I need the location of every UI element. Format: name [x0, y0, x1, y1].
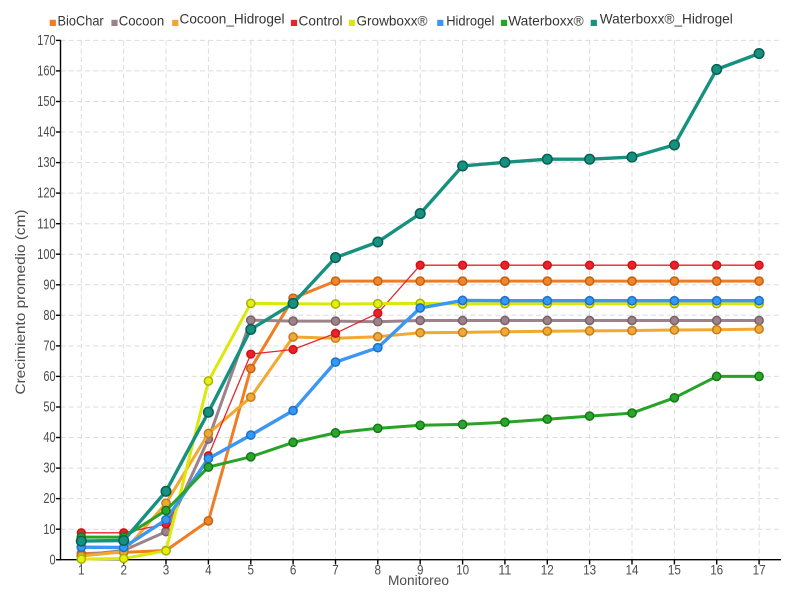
svg-text:15: 15	[668, 562, 681, 578]
svg-text:6: 6	[290, 562, 297, 578]
svg-text:2: 2	[120, 562, 127, 578]
svg-text:1: 1	[78, 562, 85, 578]
svg-text:Cocoon: Cocoon	[119, 13, 165, 28]
svg-text:170: 170	[37, 32, 55, 49]
svg-text:150: 150	[37, 93, 55, 110]
svg-text:BioChar: BioChar	[58, 13, 105, 28]
svg-text:Control: Control	[299, 13, 343, 28]
svg-text:14: 14	[626, 562, 639, 578]
svg-text:Waterboxx®: Waterboxx®	[508, 13, 584, 28]
svg-text:16: 16	[710, 562, 723, 578]
svg-text:40: 40	[43, 429, 55, 446]
svg-text:120: 120	[37, 185, 55, 202]
svg-text:20: 20	[43, 490, 55, 507]
svg-text:Waterboxx®_Hidrogel: Waterboxx®_Hidrogel	[600, 11, 733, 26]
svg-text:90: 90	[43, 276, 55, 293]
svg-text:10: 10	[43, 521, 55, 538]
svg-text:5: 5	[248, 562, 255, 578]
svg-text:Growboxx®: Growboxx®	[357, 13, 428, 28]
svg-text:80: 80	[43, 307, 55, 324]
svg-text:Hidrogel: Hidrogel	[446, 13, 494, 28]
svg-text:3: 3	[163, 562, 170, 578]
svg-text:Monitoreo: Monitoreo	[388, 573, 449, 588]
svg-text:50: 50	[43, 399, 55, 416]
svg-text:140: 140	[37, 124, 55, 141]
svg-text:60: 60	[43, 368, 55, 385]
svg-text:Cocoon_Hidrogel: Cocoon_Hidrogel	[180, 11, 285, 26]
svg-text:12: 12	[541, 562, 554, 578]
svg-text:10: 10	[456, 562, 469, 578]
svg-text:100: 100	[37, 246, 55, 263]
svg-text:8: 8	[375, 562, 382, 578]
svg-text:7: 7	[332, 562, 339, 578]
svg-text:70: 70	[43, 338, 55, 355]
svg-text:4: 4	[205, 562, 212, 578]
svg-text:30: 30	[43, 460, 55, 477]
svg-text:0: 0	[50, 551, 56, 568]
svg-text:160: 160	[37, 63, 55, 80]
svg-text:110: 110	[37, 215, 55, 232]
svg-text:13: 13	[583, 562, 596, 578]
svg-text:17: 17	[753, 562, 766, 578]
svg-text:11: 11	[498, 562, 511, 578]
svg-text:Crecimiento promedio (cm): Crecimiento promedio (cm)	[12, 210, 28, 395]
svg-text:130: 130	[37, 154, 55, 171]
svg-text:9: 9	[417, 562, 424, 578]
